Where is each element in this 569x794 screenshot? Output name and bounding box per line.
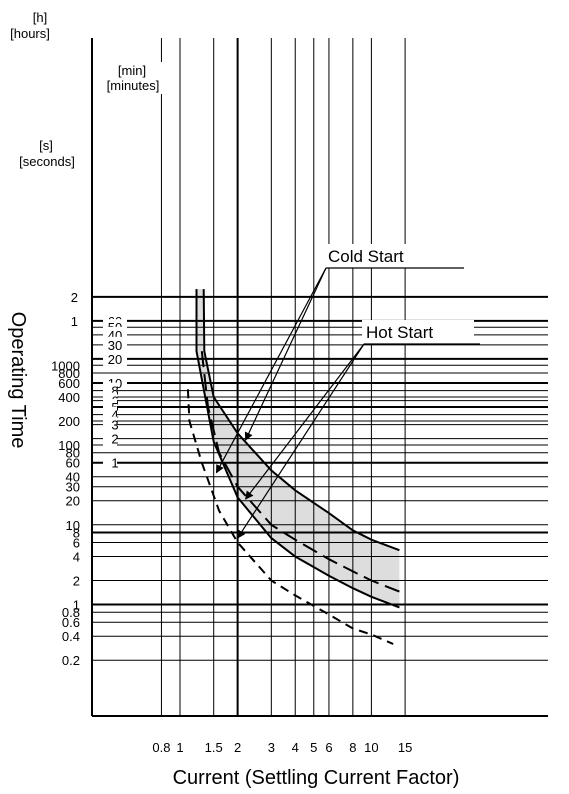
- cold-start-arrow: [215, 267, 327, 474]
- y-tick-label-seconds: 1000: [51, 358, 80, 373]
- x-tick-label: 1: [176, 740, 183, 755]
- curve-layer: [186, 289, 400, 645]
- x-tick-label: 8: [349, 740, 356, 755]
- grid-layer: [91, 38, 548, 717]
- y-tick-label-minutes: 30: [108, 338, 122, 353]
- x-tick-label: 5: [310, 740, 317, 755]
- cold-start-curve-band-lower-edge: [195, 289, 400, 609]
- tick-label-bg: [103, 430, 117, 446]
- y-tick-label-seconds: 80: [66, 446, 80, 461]
- y-tick-label-minutes: 4: [111, 408, 118, 423]
- x-tick-label: 6: [325, 740, 332, 755]
- y-tick-label-seconds: 60: [66, 456, 80, 471]
- y-tick-label-minutes: 2: [111, 432, 118, 447]
- x-axis-title: Current (Settling Current Factor): [173, 767, 460, 789]
- y-tick-label-hours: 1: [71, 314, 78, 329]
- y-tick-label-seconds: 600: [58, 376, 80, 391]
- hot-start-label: Hot Start: [366, 323, 433, 342]
- hours-unit-label: [hours]: [10, 26, 50, 41]
- cold-start-label-bg: [324, 244, 462, 268]
- label-layer: 1000800600400200100806040302010864210.80…: [7, 10, 459, 789]
- y-tick-label-seconds: 0.2: [62, 653, 80, 668]
- y-tick-label-minutes: 20: [108, 352, 122, 367]
- x-tick-label: 2: [234, 740, 241, 755]
- minutes-unit-label: [minutes]: [107, 78, 160, 93]
- hot-start-arrow: [245, 343, 365, 500]
- y-tick-label-seconds: 800: [58, 366, 80, 381]
- y-tick-label-seconds: 100: [58, 438, 80, 453]
- x-tick-label: 0.8: [152, 740, 170, 755]
- hot-start-curve-short-dash: [186, 389, 394, 645]
- y-tick-label-seconds: 40: [66, 470, 80, 485]
- hot-start-label-bg: [362, 320, 474, 344]
- cold-start-label: Cold Start: [328, 247, 404, 266]
- y-tick-label-seconds: 20: [66, 494, 80, 509]
- y-tick-label-seconds: 2: [73, 573, 80, 588]
- x-tick-label: 15: [398, 740, 412, 755]
- tick-label-bg: [103, 454, 117, 470]
- tick-label-bg: [103, 336, 127, 352]
- y-tick-label-seconds: 200: [58, 414, 80, 429]
- tick-label-bg: [103, 350, 127, 366]
- y-tick-label-seconds: 0.8: [62, 605, 80, 620]
- y-tick-label-hours: 2: [71, 290, 78, 305]
- annotation-layer: Cold Start Hot Start: [215, 244, 480, 539]
- y-tick-label-minutes: 8: [111, 384, 118, 399]
- y-axis-title: Operating Time: [7, 312, 29, 449]
- hours-unit-label: [h]: [33, 10, 47, 25]
- y-tick-label-seconds: 4: [73, 549, 80, 564]
- y-tick-label-seconds: 6: [73, 535, 80, 550]
- x-tick-label: 1.5: [205, 740, 223, 755]
- x-tick-label: 4: [292, 740, 299, 755]
- y-tick-label-minutes: 1: [111, 456, 118, 471]
- y-tick-label-seconds: 0.4: [62, 629, 80, 644]
- y-tick-label-seconds: 0.6: [62, 615, 80, 630]
- y-tick-label-minutes: 3: [111, 418, 118, 433]
- y-tick-label-seconds: 1: [73, 598, 80, 613]
- tick-label-bg: [98, 62, 168, 94]
- y-tick-label-seconds: 30: [66, 480, 80, 495]
- tick-label-bg: [103, 416, 117, 432]
- cold-start-curve-band-upper-edge: [202, 289, 400, 552]
- y-tick-label-seconds: 10: [66, 518, 80, 533]
- cold-start-arrow: [244, 267, 327, 441]
- seconds-unit-label: [s]: [39, 138, 53, 153]
- hot-start-curve-long-dash: [200, 351, 400, 593]
- minutes-unit-label: [min]: [118, 63, 146, 78]
- y-tick-label-seconds: 400: [58, 390, 80, 405]
- x-tick-label: 10: [364, 740, 378, 755]
- seconds-unit-label: [seconds]: [19, 154, 75, 169]
- x-tick-label: 3: [268, 740, 275, 755]
- hot-start-arrow: [237, 343, 365, 539]
- y-tick-label-seconds: 8: [73, 525, 80, 540]
